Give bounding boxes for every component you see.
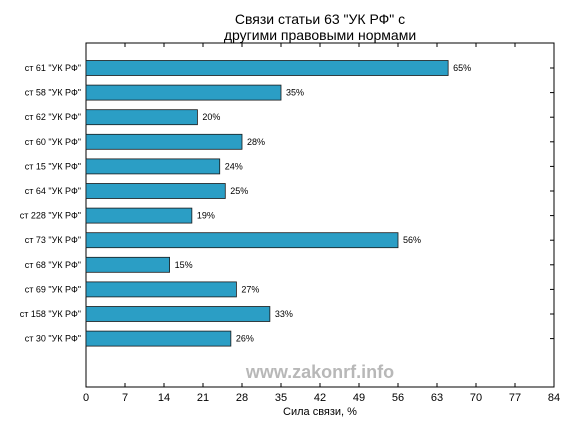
x-ticks-group: 0 7 14 21 28 35 42 49 56 63 70 77 84 xyxy=(83,43,560,404)
x-tick-label: 77 xyxy=(509,392,521,404)
bar xyxy=(85,232,399,249)
category-label: ст 58 "УК РФ" xyxy=(25,88,81,98)
x-tick-label: 35 xyxy=(275,392,287,404)
value-label: 24% xyxy=(225,161,243,171)
x-tick-label: 84 xyxy=(548,392,560,404)
bar xyxy=(85,281,237,298)
x-tick-label: 49 xyxy=(353,392,365,404)
category-label: ст 73 "УК РФ" xyxy=(25,235,81,245)
x-tick-label: 70 xyxy=(470,392,482,404)
value-label: 33% xyxy=(275,309,293,319)
value-label: 25% xyxy=(230,186,248,196)
x-tick-label: 42 xyxy=(314,392,326,404)
bar xyxy=(85,60,449,76)
bar xyxy=(85,183,226,199)
x-axis-label: Сила связи, % xyxy=(283,406,357,418)
bar xyxy=(85,256,170,273)
bar xyxy=(85,207,193,224)
x-tick-label: 0 xyxy=(83,392,89,404)
value-label: 15% xyxy=(175,260,193,270)
value-label: 20% xyxy=(202,112,220,122)
category-label: ст 158 "УК РФ" xyxy=(20,309,81,319)
bar xyxy=(85,158,221,175)
category-label: ст 228 "УК РФ" xyxy=(20,211,81,221)
x-tick-label: 21 xyxy=(197,392,209,404)
x-tick-label: 63 xyxy=(431,392,443,404)
category-label: ст 62 "УК РФ" xyxy=(25,112,81,122)
category-label: ст 15 "УК РФ" xyxy=(25,161,81,171)
x-tick-label: 14 xyxy=(158,392,170,404)
bar xyxy=(85,109,198,126)
category-label: ст 69 "УК РФ" xyxy=(25,284,81,294)
value-label: 19% xyxy=(197,211,215,221)
category-label: ст 60 "УК РФ" xyxy=(25,137,81,147)
category-label: ст 68 "УК РФ" xyxy=(25,260,81,270)
x-tick-label: 56 xyxy=(392,392,404,404)
value-label: 26% xyxy=(236,334,254,344)
bar xyxy=(85,306,271,322)
category-label: ст 64 "УК РФ" xyxy=(25,186,81,196)
bar xyxy=(85,84,282,101)
category-label: ст 30 "УК РФ" xyxy=(25,334,81,344)
value-label: 56% xyxy=(403,235,421,245)
bars-group: ст 61 "УК РФ" 65% ст 58 "УК РФ" 35% ст 62 "У… xyxy=(20,60,554,347)
bar xyxy=(85,330,232,347)
bar xyxy=(85,133,243,150)
value-label: 65% xyxy=(453,63,471,73)
chart-title-line-1: Связи статьи 63 "УК РФ" с xyxy=(235,11,405,27)
category-label: ст 61 "УК РФ" xyxy=(25,63,81,73)
value-label: 27% xyxy=(241,284,259,294)
value-label: 35% xyxy=(286,88,304,98)
value-label: 28% xyxy=(247,137,265,147)
x-tick-label: 28 xyxy=(236,392,248,404)
watermark: www.zakonrf.info xyxy=(245,362,394,382)
chart-title-line-2: другими правовыми нормами xyxy=(224,27,416,43)
x-tick-label: 7 xyxy=(122,392,128,404)
